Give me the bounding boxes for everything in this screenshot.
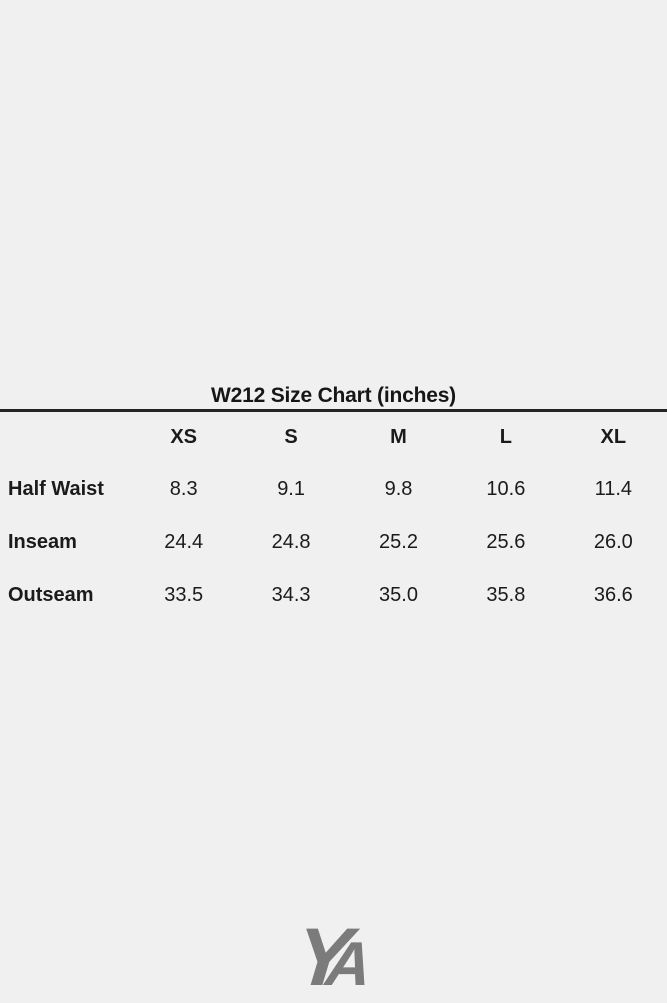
value-half-waist-xs: 8.3 — [169, 478, 198, 500]
column-header-m: M — [390, 426, 407, 448]
value-inseam-s: 24.8 — [271, 531, 311, 553]
column-header-s: S — [284, 426, 298, 448]
row-label-half-waist: Half Waist — [8, 478, 104, 500]
size-chart-title: W212 Size Chart (inches) — [211, 384, 456, 407]
size-chart-table: XS S M L XL Half Waist 8.3 9.1 9.8 10.6 … — [0, 412, 667, 622]
value-outseam-s: 34.3 — [271, 584, 311, 606]
corner-cell — [0, 412, 130, 463]
value-outseam-l: 35.8 — [486, 584, 526, 606]
column-header-xl: XL — [600, 426, 627, 448]
value-inseam-xl: 26.0 — [593, 531, 633, 553]
column-header-xs: XS — [170, 426, 198, 448]
value-half-waist-xl: 11.4 — [594, 478, 633, 500]
row-label-inseam: Inseam — [8, 531, 77, 553]
value-inseam-xs: 24.4 — [164, 531, 204, 553]
title-divider — [0, 409, 667, 412]
value-half-waist-m: 9.8 — [384, 478, 413, 500]
row-label-outseam: Outseam — [8, 584, 94, 606]
value-inseam-m: 25.2 — [379, 531, 418, 553]
value-outseam-xs: 33.5 — [164, 584, 204, 606]
value-half-waist-s: 9.1 — [277, 478, 305, 500]
size-chart: W212 Size Chart (inches) XS S M L XL Hal… — [0, 383, 667, 622]
value-outseam-m: 35.0 — [379, 584, 418, 606]
value-half-waist-l: 10.6 — [486, 478, 526, 500]
logo-letter-a: A — [322, 930, 375, 999]
value-inseam-l: 25.6 — [486, 531, 526, 553]
brand-logo: YA — [291, 912, 375, 1003]
value-outseam-xl: 36.6 — [593, 584, 633, 606]
column-header-l: L — [499, 426, 512, 448]
